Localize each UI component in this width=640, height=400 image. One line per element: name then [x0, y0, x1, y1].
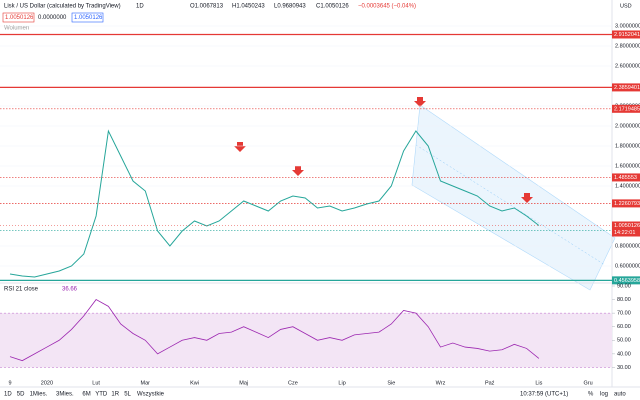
x-tick-label: Gru: [584, 380, 593, 386]
rsi-band: [0, 313, 612, 368]
x-tick-label: Wrz: [436, 380, 446, 386]
currency: USD: [620, 3, 632, 9]
y-tick-label: 3.0000000: [615, 23, 640, 29]
ask-box[interactable]: [71, 12, 104, 23]
channel-mid: [415, 144, 606, 266]
y-tick-label: 1.4000000: [615, 183, 640, 189]
arrow: [414, 97, 426, 107]
arrow: [292, 166, 304, 176]
x-tick-label: Lip: [338, 380, 345, 386]
rsi-tick-label: 70.00: [617, 311, 631, 317]
y-tick-label: 1.6000000: [615, 163, 640, 169]
x-tick-label: Lis: [535, 380, 542, 386]
rsi-label: RSI 21 close: [4, 287, 39, 293]
range-button[interactable]: 3Mies.: [56, 392, 74, 398]
level-tag: [612, 173, 640, 182]
ohlc-close: C1.0050126: [316, 4, 349, 10]
range-button[interactable]: 5L: [124, 392, 131, 398]
ohlc-change: −0.0003645 (−0.04%): [358, 4, 416, 10]
level-tag: [612, 30, 640, 39]
rsi-tick-label: 50.00: [617, 338, 631, 344]
log[interactable]: log: [600, 392, 608, 398]
level-label: 2.3859401: [614, 85, 640, 91]
spread: 0.0000000: [38, 15, 67, 21]
last-price-label: 1.0050126: [614, 223, 640, 229]
bid: 1.0050126: [5, 15, 34, 21]
range-button[interactable]: 1Mies.: [30, 392, 48, 398]
range-button[interactable]: 6M: [82, 392, 90, 398]
symbol: Lisk / US Dollar (calculated by TradingV…: [4, 4, 121, 10]
range-button[interactable]: YTD: [95, 392, 108, 398]
range-button[interactable]: 1R: [111, 392, 119, 398]
rsi-tick-label: 90.00: [617, 283, 631, 289]
y-tick-label: 0.6000000: [615, 263, 640, 269]
x-tick-label: Sie: [387, 380, 395, 386]
rsi-tick-label: 80.00: [617, 297, 631, 303]
level-label: 1.2260793: [614, 201, 640, 207]
ohlc-low: L0.9680943: [274, 4, 306, 10]
arrows: [234, 97, 533, 203]
x-tick-label: Lut: [92, 380, 100, 386]
arrow: [521, 193, 533, 203]
level-tag: [612, 83, 640, 92]
x-tick-label: Mar: [141, 380, 151, 386]
x-tick-label: Paź: [485, 380, 495, 386]
level-tag: [612, 104, 640, 113]
interval: 1D: [136, 4, 144, 10]
level-tag: [612, 199, 640, 208]
x-tick-label: Cze: [288, 380, 298, 386]
x-tick-label: 2020: [41, 380, 53, 386]
rsi-value: 36.66: [62, 287, 78, 293]
countdown: 14:22:01: [614, 230, 635, 236]
ohlc-open: O1.0067813: [190, 4, 224, 10]
level-label: 2.1719485: [614, 106, 640, 112]
rsi-tick-label: 60.00: [617, 324, 631, 330]
price-line: [9, 129, 540, 278]
clock: 10:37:59 (UTC+1): [520, 392, 568, 398]
rsi-line: [9, 299, 540, 362]
last-price-tag: [612, 221, 640, 237]
y-tick-label: 2.8000000: [615, 43, 640, 49]
x-tick-label: Kwi: [190, 380, 199, 386]
channel: [411, 104, 616, 291]
bid-box[interactable]: [2, 12, 35, 23]
level-label: 0.4563958: [614, 278, 640, 284]
range-button[interactable]: Wszystkie: [137, 392, 165, 398]
rsi-tick-label: 30.00: [617, 365, 631, 371]
y-tick-label: 2.0000000: [615, 123, 640, 129]
level-label: 2.9152041: [614, 32, 640, 38]
ask: 1.0050126: [74, 15, 103, 21]
y-tick-label: 1.8000000: [615, 143, 640, 149]
y-tick-label: 0.8000000: [615, 243, 640, 249]
auto[interactable]: auto: [614, 392, 626, 398]
range-button[interactable]: 5D: [17, 392, 25, 398]
arrow: [234, 142, 246, 152]
x-tick-label: Maj: [239, 380, 248, 386]
level-tag: [612, 276, 640, 285]
ohlc-high: H1.0450243: [232, 4, 265, 10]
rsi-tick-label: 40.00: [617, 351, 631, 357]
x-tick-label: 9: [8, 380, 11, 386]
percent[interactable]: %: [588, 392, 594, 398]
level-label: 1.485553: [614, 175, 637, 181]
y-tick-label: 2.6000000: [615, 63, 640, 69]
range-button[interactable]: 1D: [4, 392, 12, 398]
volume: Wolumen: [4, 26, 29, 32]
